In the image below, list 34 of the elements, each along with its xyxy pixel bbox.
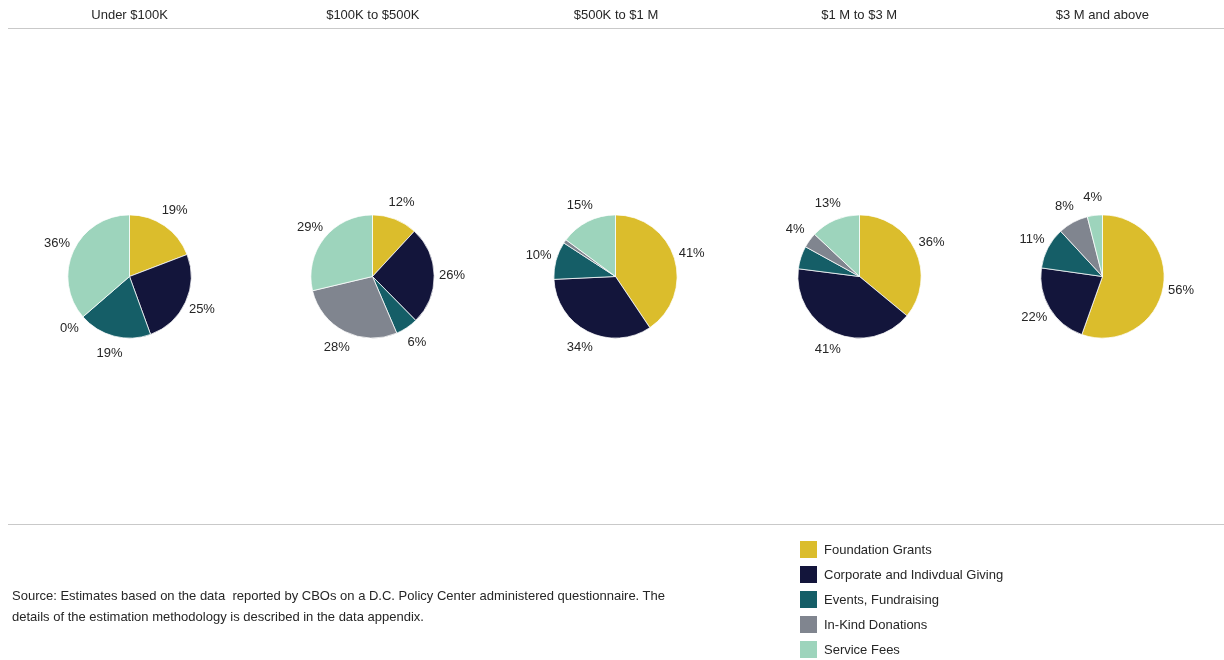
data-label: 4% <box>1083 189 1103 205</box>
data-label: 26% <box>439 266 466 282</box>
slice-label: $1 M to $3 M <box>737 0 981 29</box>
data-label: 19% <box>161 202 189 218</box>
data-label: 15% <box>567 196 594 212</box>
data-label: 19% <box>96 345 123 361</box>
data-label: 22% <box>1021 309 1048 325</box>
data-label: 4% <box>785 221 805 237</box>
data-label: 41% <box>814 341 841 357</box>
data-label: 56% <box>1167 281 1195 297</box>
legend-label: Foundation Grants <box>824 542 932 557</box>
slice-label: $3 M and above <box>980 0 1224 29</box>
data-label: 36% <box>44 235 71 250</box>
data-label: 29% <box>297 218 324 234</box>
data-label: 41% <box>679 244 706 260</box>
data-label: 11% <box>1019 231 1045 247</box>
text: 0% <box>59 320 79 336</box>
data-label: 12% <box>388 193 416 209</box>
data-label: 10% <box>526 247 553 263</box>
legend-label: Service Fees <box>824 642 900 657</box>
legend-label: In-Kind Donations <box>824 617 928 632</box>
data-label: 8% <box>1054 198 1075 214</box>
data-label: 13% <box>814 195 841 210</box>
data-label: 36% <box>918 234 945 250</box>
slice-label: Under $100K <box>8 0 252 29</box>
data-label: 34% <box>567 339 594 355</box>
data-label: 25% <box>188 301 216 317</box>
source-note: Source: Estimates based on the data reported by CBOs on a D.C. Policy Center administered questionnaire. The details of the estimation methodology is described in the data appendix. <box>12 587 666 626</box>
slice-label: $500K to $1 M <box>494 0 738 29</box>
data-label: 28% <box>323 339 351 355</box>
legend-label: Corporate and Indivdual Giving <box>824 567 1004 582</box>
data-label: 6% <box>407 334 427 350</box>
legend-label: Events, Fundraising <box>824 592 939 607</box>
slice-label: $100K to $500K <box>251 0 495 29</box>
